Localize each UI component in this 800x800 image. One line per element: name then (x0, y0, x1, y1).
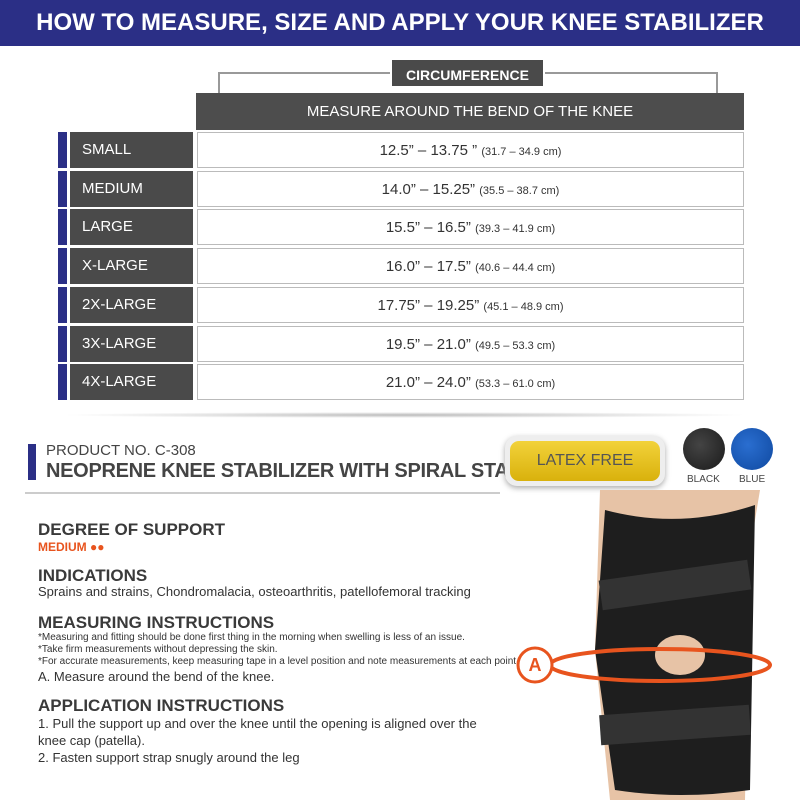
size-measurement: 15.5” – 16.5” (39.3 – 41.9 cm) (197, 209, 744, 246)
color-swatch-blue[interactable] (731, 428, 773, 470)
size-row: SMALL 12.5” – 13.75 ” (31.7 – 34.9 cm) (58, 132, 744, 168)
indications-text: Sprains and strains, Chondromalacia, ost… (38, 584, 471, 599)
application-step: 2. Fasten support strap snugly around th… (38, 750, 300, 765)
divider (25, 492, 500, 494)
size-label: 2X-LARGE (70, 286, 193, 323)
divider-shadow (60, 412, 750, 418)
row-accent (58, 286, 67, 323)
size-row: 4X-LARGE 21.0” – 24.0” (53.3 – 61.0 cm) (58, 364, 744, 401)
inches-range: 14.0” – 15.25” (381, 180, 476, 198)
size-label: 3X-LARGE (70, 325, 193, 362)
size-label: 4X-LARGE (70, 364, 193, 401)
size-label: MEDIUM (70, 170, 193, 207)
inches-range: 19.5” – 21.0” (385, 335, 471, 353)
accent-bar (28, 444, 36, 480)
row-accent (58, 209, 67, 246)
measuring-title: MEASURING INSTRUCTIONS (38, 613, 275, 632)
knee-stabilizer-image (516, 490, 772, 800)
inches-range: 12.5” – 13.75 ” (379, 142, 478, 159)
measure-point-a-marker: A (528, 655, 542, 675)
size-measurement: 17.75” – 19.25” (45.1 – 48.9 cm) (197, 286, 744, 323)
application-step: knee cap (patella). (38, 733, 145, 748)
size-label: X-LARGE (70, 248, 193, 285)
measuring-step: A. Measure around the bend of the knee. (38, 669, 275, 684)
cm-range: (53.3 – 61.0 cm) (475, 378, 556, 391)
cm-range: (31.7 – 34.9 cm) (481, 146, 562, 158)
badge-label: LATEX FREE (510, 441, 660, 481)
size-label: LARGE (70, 209, 193, 246)
row-accent (58, 170, 67, 207)
latex-free-badge: LATEX FREE (505, 436, 665, 486)
size-row: MEDIUM 14.0” – 15.25” (35.5 – 38.7 cm) (58, 170, 744, 207)
application-step: 1. Pull the support up and over the knee… (38, 716, 477, 731)
circumference-header: CIRCUMFERENCE (390, 58, 545, 88)
row-accent (58, 248, 67, 285)
support-title: DEGREE OF SUPPORT (38, 520, 226, 539)
row-accent (58, 325, 67, 362)
size-measurement: 21.0” – 24.0” (53.3 – 61.0 cm) (197, 364, 744, 401)
color-swatch-black[interactable] (683, 428, 725, 470)
inches-range: 16.0” – 17.5” (385, 258, 471, 276)
size-row: 2X-LARGE 17.75” – 19.25” (45.1 – 48.9 cm… (58, 286, 744, 323)
measuring-note: *Measuring and fitting should be done fi… (38, 632, 465, 643)
cm-range: (40.6 – 44.4 cm) (475, 262, 556, 275)
column-header: MEASURE AROUND THE BEND OF THE KNEE (196, 93, 744, 130)
measuring-note: *For accurate measurements, keep measuri… (38, 656, 519, 667)
swatch-label-black: BLACK (687, 474, 720, 485)
size-row: X-LARGE 16.0” – 17.5” (40.6 – 44.4 cm) (58, 248, 744, 285)
cm-range: (49.5 – 53.3 cm) (475, 339, 556, 352)
size-label: SMALL (70, 132, 193, 168)
row-accent (58, 132, 67, 168)
page-banner: HOW TO MEASURE, SIZE AND APPLY YOUR KNEE… (0, 0, 800, 46)
cm-range: (39.3 – 41.9 cm) (475, 223, 556, 236)
support-level: MEDIUM ●● (38, 540, 105, 554)
product-name: NEOPRENE KNEE STABILIZER WITH SPIRAL STA… (46, 460, 533, 482)
swatch-label-blue: BLUE (739, 474, 766, 485)
inches-range: 15.5” – 16.5” (385, 219, 471, 237)
cm-range: (35.5 – 38.7 cm) (479, 184, 560, 197)
application-title: APPLICATION INSTRUCTIONS (38, 696, 285, 715)
inches-range: 21.0” – 24.0” (385, 374, 471, 392)
row-accent (58, 364, 67, 401)
product-number: PRODUCT NO. C-308 (46, 442, 196, 459)
indications-title: INDICATIONS (38, 566, 148, 585)
size-row: 3X-LARGE 19.5” – 21.0” (49.5 – 53.3 cm) (58, 325, 744, 362)
size-measurement: 14.0” – 15.25” (35.5 – 38.7 cm) (197, 170, 744, 207)
size-measurement: 12.5” – 13.75 ” (31.7 – 34.9 cm) (197, 132, 744, 168)
size-row: LARGE 15.5” – 16.5” (39.3 – 41.9 cm) (58, 209, 744, 246)
cm-range: (45.1 – 48.9 cm) (483, 300, 564, 313)
inches-range: 17.75” – 19.25” (377, 296, 480, 314)
size-measurement: 19.5” – 21.0” (49.5 – 53.3 cm) (197, 325, 744, 362)
size-measurement: 16.0” – 17.5” (40.6 – 44.4 cm) (197, 248, 744, 285)
measuring-note: *Take firm measurements without depressi… (38, 644, 278, 655)
